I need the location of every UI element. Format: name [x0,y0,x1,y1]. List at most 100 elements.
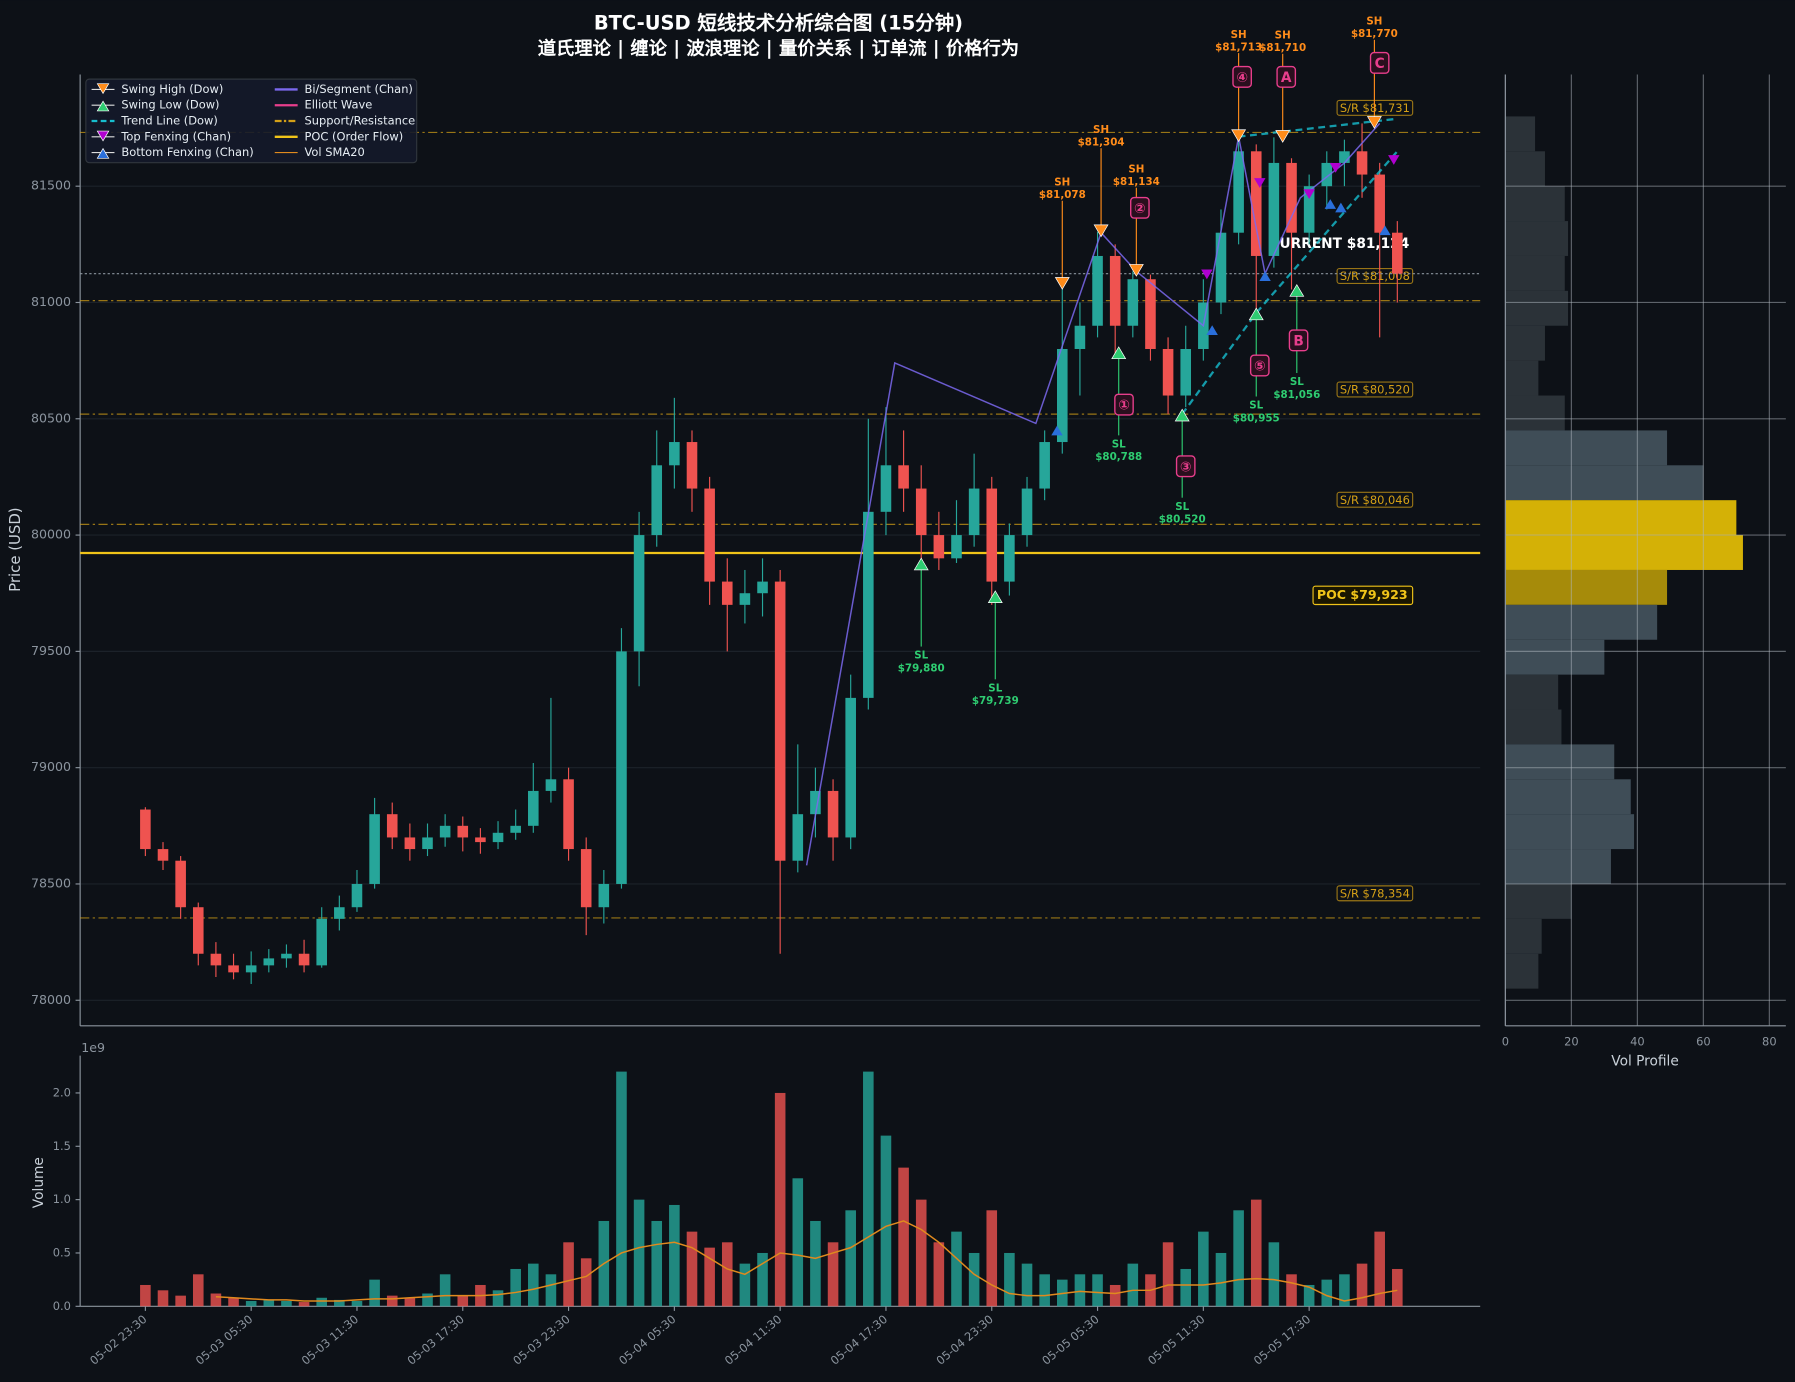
legend-label: POC (Order Flow) [305,129,404,143]
candle-body [827,790,839,838]
volume-bar [580,1258,592,1307]
volume-bar [827,1242,839,1307]
legend-label: Bi/Segment (Chan) [305,82,413,96]
y-tick-label: 78000 [31,992,71,1007]
legend-label: Top Fenxing (Chan) [120,129,231,143]
candle-body [1233,151,1244,233]
profile-bar [1505,779,1631,815]
bottom-fenxing [1335,202,1347,213]
profile-bar [1505,360,1539,396]
candle-body [545,779,557,791]
candle-body [1056,349,1068,443]
top-fenxing [1201,269,1213,280]
candle-body [563,779,574,850]
volume-bar [228,1297,239,1307]
candle-body [192,907,204,954]
swing-low [1289,283,1305,297]
legend-label: Elliott Wave [305,98,373,112]
swing-tag: SH [1275,29,1291,41]
profile-bar [1505,744,1615,780]
legend: Swing High (Dow) Swing Low (Dow) Trend Lin… [85,78,418,164]
volume-bar [563,1242,574,1307]
y-tick-label: 81000 [31,294,71,309]
volume-bar [1268,1242,1280,1307]
profile-bar [1505,639,1605,675]
sr-label-box [1336,491,1414,508]
y-tick-label: 0.0 [53,1299,71,1313]
legend-label: Swing Low (Dow) [121,98,219,112]
volume-bar [739,1263,751,1307]
candle-body [721,581,733,605]
profile-bar [1505,151,1545,187]
bottom-fenxing [1324,199,1337,209]
volume-bar [528,1263,539,1307]
volume-bar [157,1290,169,1307]
legend-marker [96,83,110,95]
volume-bar [651,1220,663,1307]
volume-bar [1021,1263,1033,1307]
volume-bar [1215,1252,1227,1307]
swing-tag: SL [1249,400,1263,412]
swing-tag: SL [1290,376,1304,388]
candle-body [1321,162,1333,187]
candle-body [1127,279,1139,326]
candle-body [351,883,363,908]
top-fenxing [1254,178,1266,188]
trend-line [1181,150,1399,415]
y-tick-label: 80000 [31,527,71,542]
sr-label-box [1336,381,1414,398]
candle-body [1021,488,1033,536]
y-tick-label: 1.0 [53,1192,71,1206]
candle-body [157,849,169,861]
candle-body [810,790,821,815]
y-axis-label: Price (USD) [6,507,24,591]
sr-label: S/R $78,354 [1340,886,1410,900]
wave-label: B [1293,334,1303,350]
y-tick-label: 78500 [31,875,71,890]
bottom-fenxing [1379,225,1391,236]
candle-body [1356,151,1368,175]
candle-body [298,953,310,966]
sr-label-box [1336,885,1414,902]
swing-tag: SH [1093,124,1109,136]
swing-label: $81,710 [1259,42,1306,54]
swing-label: $81,078 [1039,189,1086,201]
candle-body [475,837,486,843]
volume-bar [898,1167,909,1307]
y-tick-label: 1.5 [53,1139,71,1153]
candle-body [1074,325,1086,350]
candle-body [686,442,698,489]
candle-body [880,465,892,512]
candle-body [210,953,222,966]
sr-label: S/R $80,520 [1340,383,1410,397]
poc-label-box [1312,585,1414,606]
volume-bar [686,1231,698,1307]
volume-bar [369,1279,380,1307]
profile-bar [1505,604,1658,640]
sr-label: S/R $80,046 [1340,493,1410,507]
x-tick-label: 80 [1762,1034,1777,1048]
profile-bar [1505,569,1668,605]
candle-body [386,814,398,838]
swing-label: $80,955 [1233,412,1280,424]
y-tick-label: 81500 [31,178,71,193]
candle-body [598,883,610,908]
candle-body [404,837,416,850]
volume-bar [1250,1199,1262,1307]
volume-bar [245,1300,257,1307]
volume-bar [933,1242,945,1307]
volume-bar [1039,1274,1050,1307]
volume-bar [210,1293,222,1307]
wave-box [1114,393,1134,416]
candle-body [1392,232,1403,274]
top-fenxing [1329,163,1342,173]
volume-bar [1004,1252,1015,1307]
candle-body [898,465,909,489]
volume-bar [915,1199,927,1307]
volume-bar [439,1274,451,1307]
swing-label: $81,770 [1351,28,1398,40]
volume-bar [1339,1274,1350,1307]
